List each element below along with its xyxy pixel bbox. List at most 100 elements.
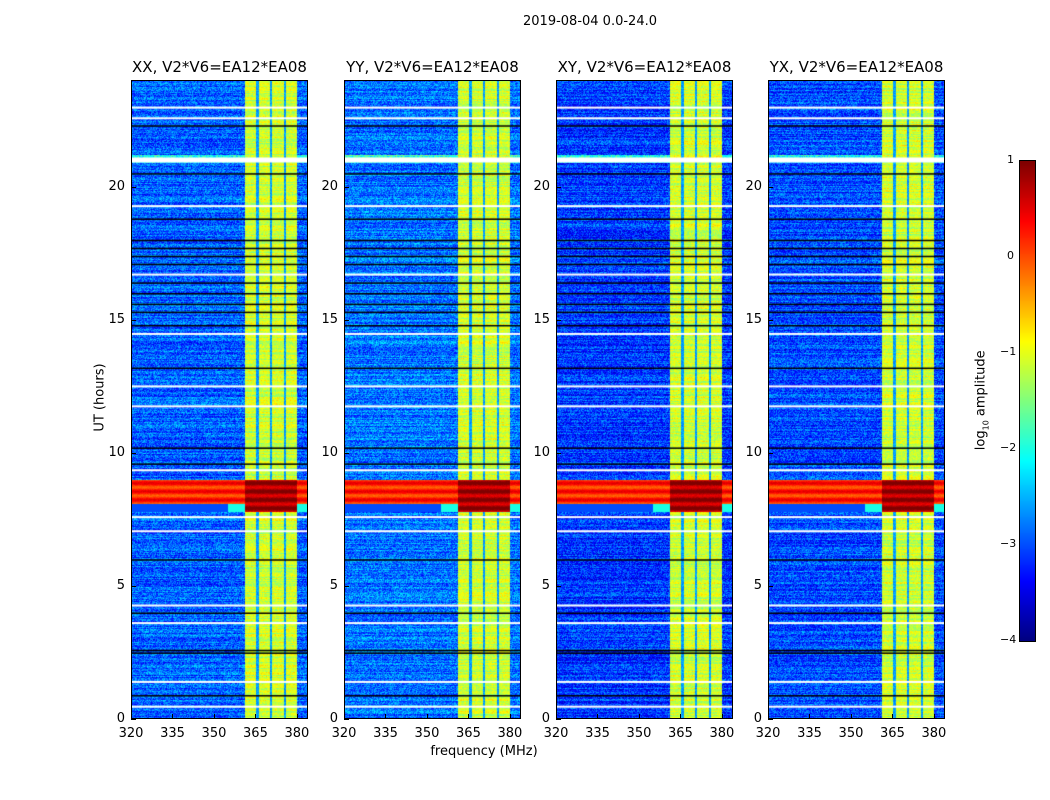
colorbar-label: log10 amplitude [973,350,991,451]
spectrogram-heatmap [131,80,308,719]
y-tick-mark [131,585,136,587]
y-tick-mark [556,319,561,321]
y-tick-label: 0 [329,711,338,726]
y-tick-label: 10 [108,444,125,460]
y-tick-label: 10 [321,444,338,460]
x-tick-label: 350 [414,726,440,741]
x-tick-label: 320 [331,726,357,741]
colorbar [1019,160,1036,642]
x-tick-mark [509,714,511,719]
y-tick-label: 5 [541,577,550,593]
y-tick-mark [131,452,136,454]
x-tick-label: 335 [160,726,185,741]
y-tick-mark [556,719,561,720]
spectrogram-heatmap [344,80,521,719]
y-tick-label: 5 [116,577,125,593]
x-tick-mark [385,714,387,719]
y-tick-label: 20 [321,178,338,194]
x-tick-label: 380 [284,726,310,741]
x-tick-label: 320 [755,726,781,741]
y-tick-mark [768,319,773,321]
x-tick-label: 365 [456,726,481,741]
x-tick-label: 350 [201,726,227,741]
colorbar-tick-label: −3 [1000,537,1017,550]
colorbar-tick-label: −4 [1000,633,1017,646]
y-tick-mark [344,186,349,188]
y-tick-label: 20 [533,178,550,194]
x-tick-mark [426,714,428,719]
x-tick-label: 320 [543,726,569,741]
x-tick-label: 380 [497,726,523,741]
x-tick-mark [344,714,345,719]
y-tick-label: 10 [745,444,762,460]
y-tick-label: 15 [533,311,550,327]
y-tick-label: 15 [745,311,762,327]
x-tick-mark [131,714,132,719]
x-tick-mark [721,714,723,719]
y-axis-label: UT (hours) [92,363,108,432]
colorbar-tick-label: −1 [1000,345,1017,358]
y-tick-mark [344,719,349,720]
y-tick-mark [768,585,773,587]
x-tick-mark [172,714,174,719]
axes-frame [768,80,945,719]
panel-2: XY, V2*V6=EA12*EA08 320 335 350 365 380 0 5 10 15… [533,58,734,741]
y-tick-mark [768,719,773,720]
axes-frame [344,80,521,719]
panel-title: YY, V2*V6=EA12*EA08 [346,58,519,76]
y-tick-mark [131,719,136,720]
x-tick-label: 365 [243,726,268,741]
y-tick-label: 20 [745,178,762,194]
x-tick-mark [933,714,935,719]
y-tick-mark [344,319,349,321]
spectrogram-heatmap [768,80,945,719]
panel-3: YX, V2*V6=EA12*EA08 320 335 350 365 380 0 5 10 15… [745,58,946,741]
x-tick-mark [296,714,298,719]
x-tick-mark [556,714,557,719]
panel-title: YX, V2*V6=EA12*EA08 [769,58,944,76]
x-tick-mark [768,714,769,719]
y-tick-label: 0 [116,711,125,726]
y-tick-mark [556,585,561,587]
x-tick-mark [213,714,215,719]
y-tick-label: 0 [753,711,762,726]
x-tick-mark [597,714,599,719]
y-tick-label: 10 [533,444,550,460]
panel-title: XX, V2*V6=EA12*EA08 [132,58,307,76]
y-tick-label: 15 [321,311,338,327]
colorbar-tick-label: −2 [1000,441,1017,454]
y-tick-mark [768,186,773,188]
x-axis-label: frequency (MHz) [430,744,538,759]
y-tick-mark [556,452,561,454]
x-tick-mark [809,714,811,719]
x-tick-mark [255,714,257,719]
panel-title: XY, V2*V6=EA12*EA08 [557,58,732,76]
y-tick-mark [344,452,349,454]
spectrogram-heatmap [556,80,733,719]
y-tick-label: 5 [329,577,338,593]
x-tick-label: 335 [585,726,610,741]
x-tick-mark [892,714,894,719]
axes-frame [131,80,308,719]
x-tick-label: 380 [921,726,947,741]
y-tick-mark [344,585,349,587]
y-tick-mark [131,186,136,188]
y-tick-label: 0 [541,711,550,726]
colorbar-tick-label: 1 [1007,153,1014,166]
x-tick-mark [468,714,470,719]
x-tick-label: 365 [880,726,905,741]
x-tick-label: 380 [709,726,735,741]
x-tick-mark [850,714,852,719]
x-tick-label: 350 [626,726,652,741]
y-tick-mark [556,186,561,188]
figure-title: 2019-08-04 0.0-24.0 [523,14,657,29]
axes-frame [556,80,733,719]
x-tick-label: 335 [373,726,398,741]
panel-1: YY, V2*V6=EA12*EA08 320 335 350 365 380 0 5 10 15… [321,58,522,741]
x-tick-label: 335 [797,726,822,741]
x-tick-mark [638,714,640,719]
y-tick-label: 20 [108,178,125,194]
y-tick-mark [131,319,136,321]
x-tick-label: 365 [668,726,693,741]
